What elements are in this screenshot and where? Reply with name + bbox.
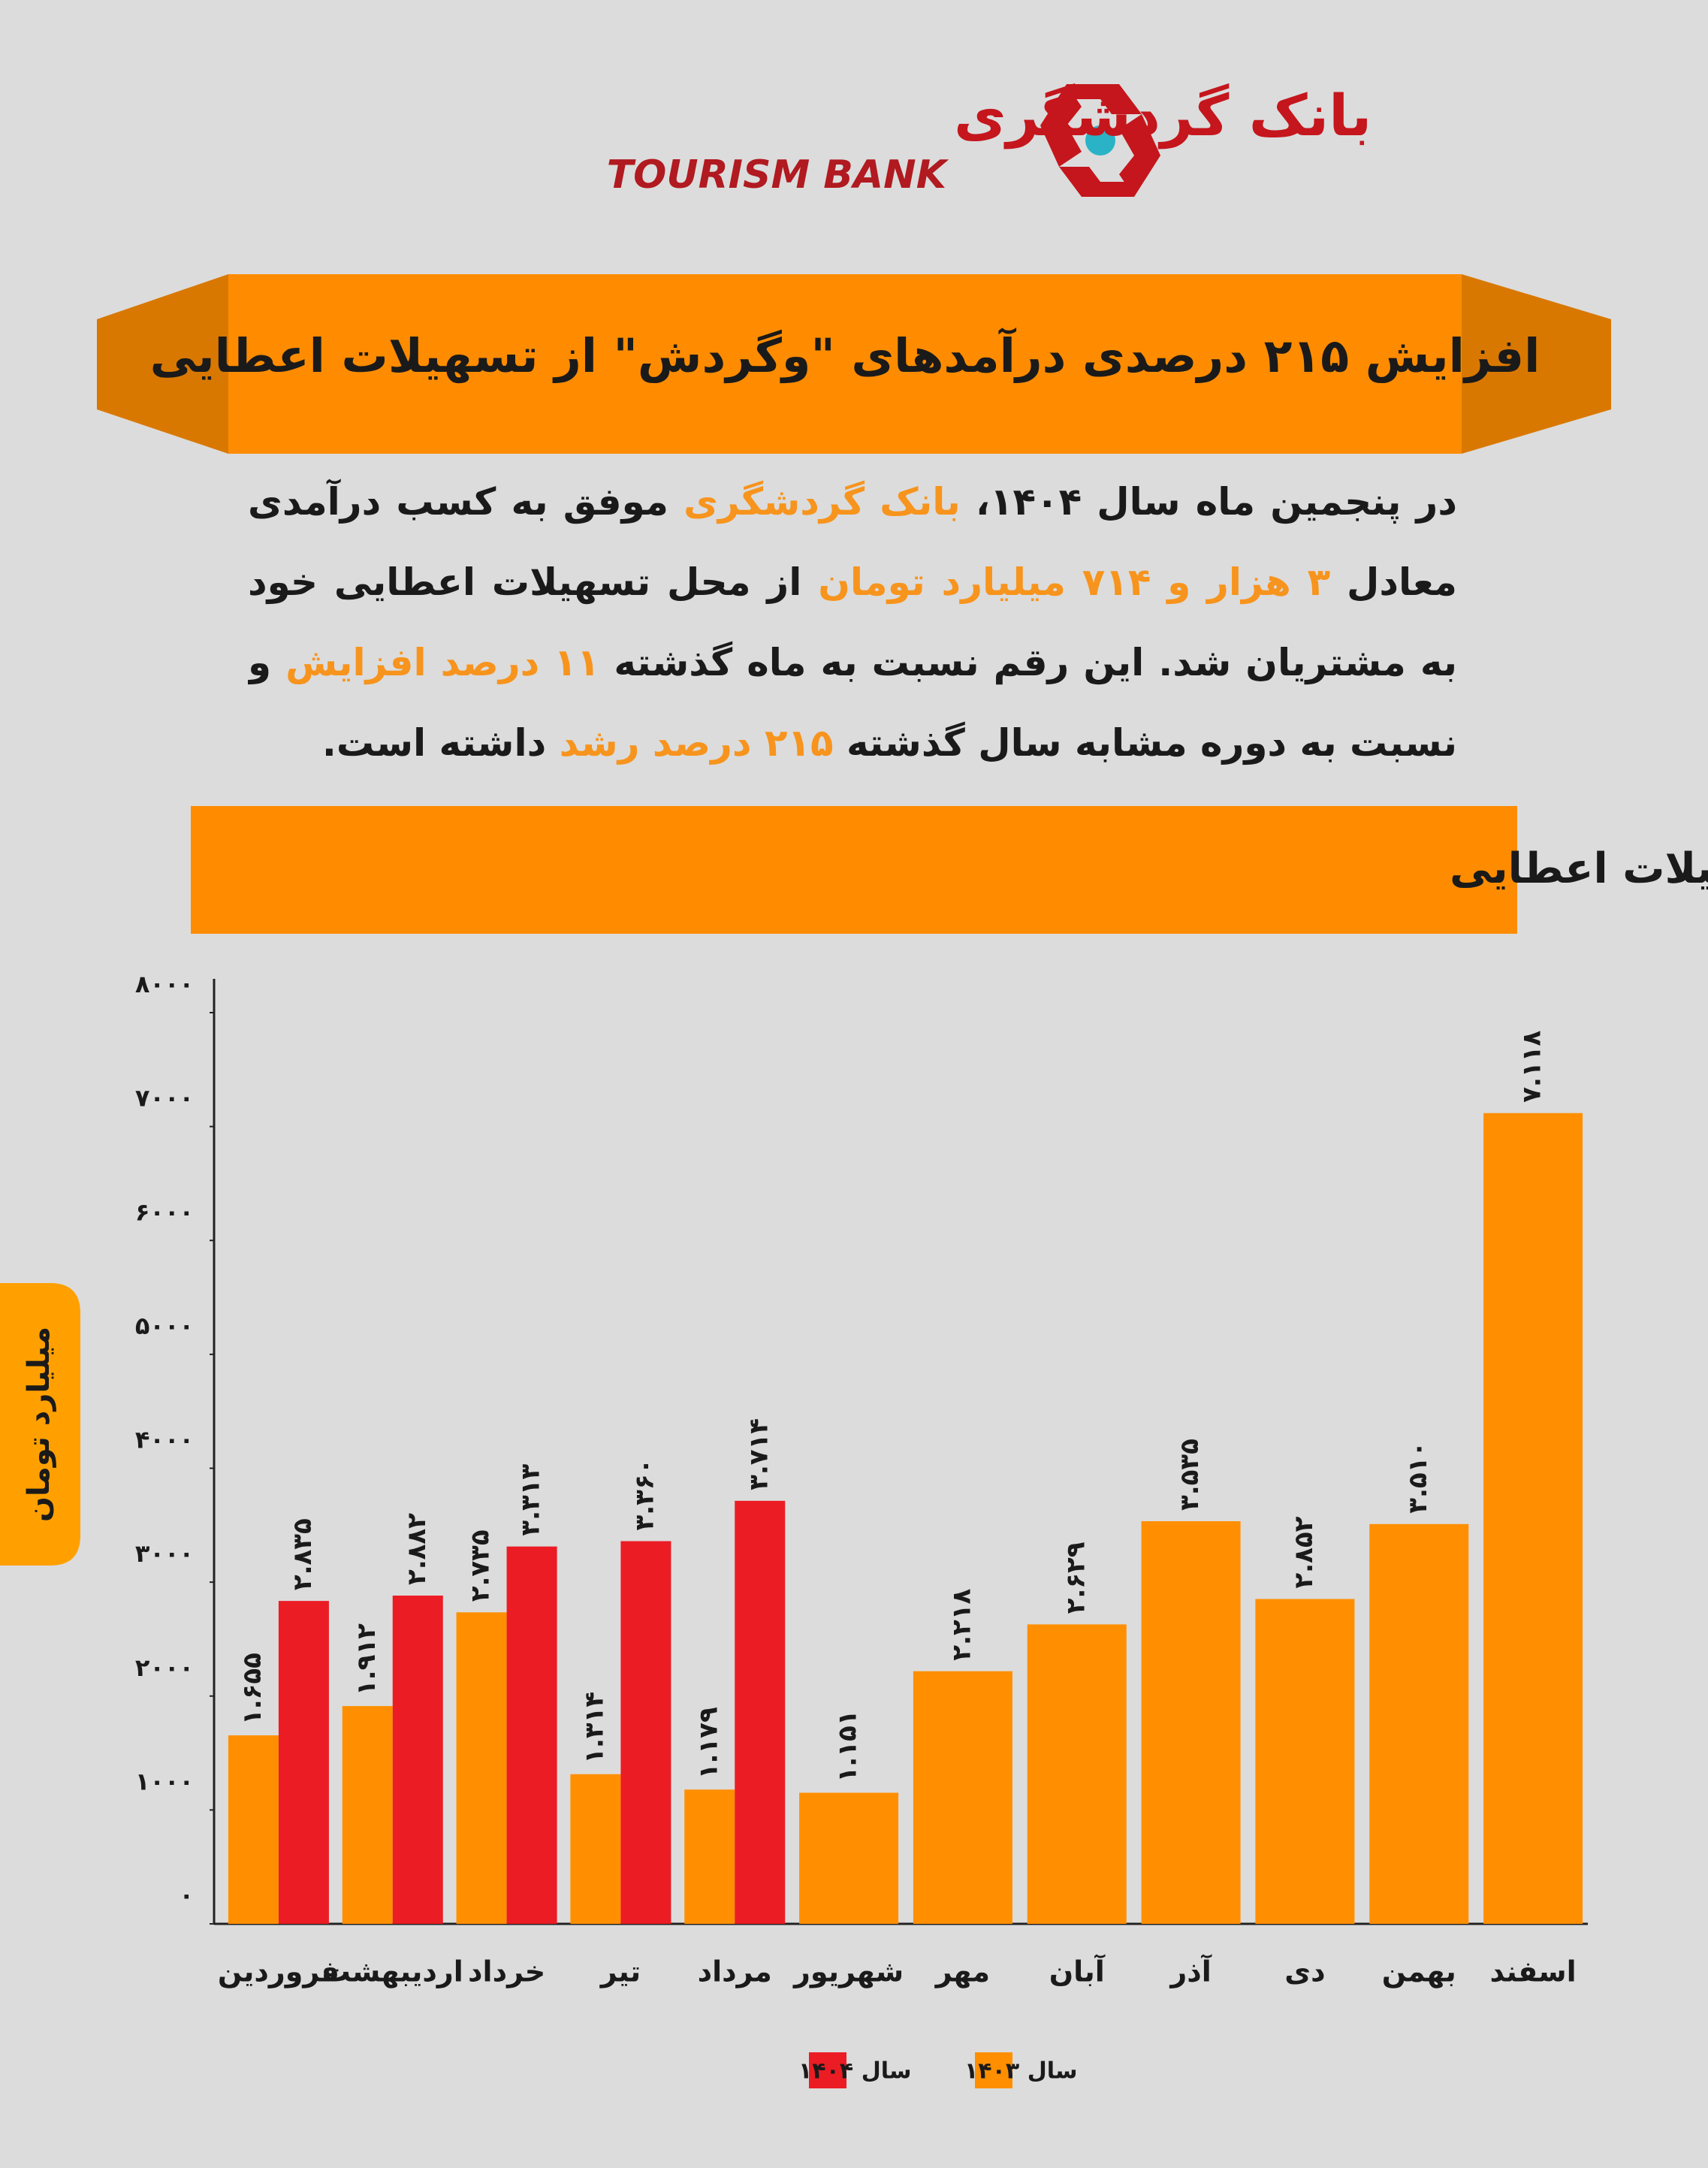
banner-wing bbox=[1462, 274, 1611, 454]
bar bbox=[278, 1601, 329, 1924]
x-tick-label: شهریور bbox=[792, 1955, 904, 1988]
y-tick-label: ۸۰۰۰ bbox=[135, 970, 194, 998]
chart-title-box bbox=[191, 806, 1517, 934]
bar bbox=[684, 1789, 735, 1924]
bar bbox=[735, 1500, 786, 1924]
value-label: ۲.۶۲۹ bbox=[1061, 1541, 1091, 1614]
legend-label: سال ۱۴۰۴ bbox=[798, 2058, 912, 2085]
x-tick-label: اسفند bbox=[1489, 1955, 1576, 1988]
bar bbox=[1141, 1521, 1241, 1924]
bar bbox=[342, 1706, 393, 1924]
legend-label: سال ۱۴۰۳ bbox=[964, 2058, 1078, 2085]
value-label: ۲.۸۸۲ bbox=[402, 1513, 432, 1585]
y-tick-label: ۴۰۰۰ bbox=[135, 1426, 194, 1454]
value-label: ۱.۱۷۹ bbox=[693, 1707, 723, 1779]
y-tick-label: ۱۰۰۰ bbox=[135, 1767, 194, 1795]
bar bbox=[1027, 1624, 1127, 1924]
value-label: ۲.۸۵۲ bbox=[1289, 1516, 1319, 1588]
paragraph-box: در پنجمین ماه سال ۱۴۰۴، بانک گردشگری موف… bbox=[248, 462, 1457, 784]
bar bbox=[799, 1792, 899, 1924]
bar bbox=[620, 1541, 671, 1924]
y-tick-label: ۶۰۰۰ bbox=[135, 1197, 194, 1226]
bar bbox=[228, 1735, 279, 1924]
legend-swatch bbox=[809, 2052, 846, 2088]
value-label: ۱.۶۵۵ bbox=[237, 1653, 267, 1725]
y-tick-label: ۲۰۰۰ bbox=[135, 1653, 194, 1682]
bar bbox=[392, 1596, 443, 1924]
value-label: ۷.۱۱۸ bbox=[1517, 1031, 1547, 1103]
text: در پنجمین ماه سال ۱۴۰۴، bbox=[960, 480, 1457, 524]
banner bbox=[228, 274, 1462, 454]
bar bbox=[1483, 1113, 1583, 1924]
x-tick-label: آبان bbox=[1049, 1954, 1106, 1988]
highlight-text: ۲۱۵ درصد رشد bbox=[559, 721, 834, 765]
value-label: ۲.۲۱۸ bbox=[946, 1589, 976, 1661]
value-label: ۳.۳۶۰ bbox=[629, 1459, 659, 1531]
x-tick-label: فروردین bbox=[218, 1955, 339, 1989]
x-tick-label: مرداد bbox=[698, 1955, 772, 1988]
value-label: ۳.۵۱۰ bbox=[1403, 1442, 1433, 1514]
logo-icon bbox=[1040, 84, 1160, 197]
x-tick-label: مهر bbox=[934, 1955, 990, 1988]
x-tick-label: تیر bbox=[599, 1955, 641, 1988]
value-label: ۳.۳۱۳ bbox=[516, 1463, 546, 1535]
value-label: ۱.۱۵۱ bbox=[833, 1711, 863, 1783]
bar bbox=[913, 1671, 1012, 1924]
text: از محل تسهیلات اعطایی خود به مشتریان شد.… bbox=[248, 560, 1457, 684]
chart-title: میزان درآمد ماهانه "وگردش" از محل تسهیلا… bbox=[1450, 842, 1708, 893]
y-tick-label: ۰ bbox=[179, 1881, 194, 1910]
y-tick-label: ۷۰۰۰ bbox=[135, 1084, 194, 1113]
value-label: ۱.۹۱۲ bbox=[352, 1623, 382, 1695]
x-tick-label: بهمن bbox=[1382, 1955, 1456, 1988]
value-label: ۲.۷۳۵ bbox=[466, 1529, 496, 1602]
x-tick-label: دی bbox=[1284, 1955, 1325, 1988]
highlight-text: ۳ هزار و ۷۱۴ میلیارد تومان bbox=[818, 560, 1331, 604]
x-tick-label: آذر bbox=[1169, 1954, 1212, 1988]
text: موفق به کسب درآمدی معادل bbox=[248, 480, 1457, 604]
bar bbox=[1369, 1523, 1469, 1924]
text: داشته است. bbox=[321, 721, 560, 765]
page-title: افزایش ۲۱۵ درصدی درآمدهای "وگردش" از تسه… bbox=[150, 327, 1541, 383]
legend-swatch bbox=[975, 2052, 1012, 2088]
highlight-text: بانک گردشگری bbox=[684, 480, 961, 524]
x-tick-label: اردیبهشت bbox=[322, 1955, 463, 1988]
y-axis-label: میلیارد تومان bbox=[22, 1327, 56, 1522]
value-label: ۱.۳۱۴ bbox=[579, 1692, 609, 1764]
value-label: ۲.۸۳۵ bbox=[288, 1518, 318, 1590]
bar bbox=[1255, 1599, 1355, 1924]
highlight-text: ۱۱ درصد افزایش bbox=[285, 641, 600, 684]
text: و نسبت به دوره مشابه سال گذشته bbox=[248, 641, 1457, 765]
bar bbox=[506, 1546, 557, 1924]
bar bbox=[456, 1612, 507, 1924]
paragraph: در پنجمین ماه سال ۱۴۰۴، بانک گردشگری موف… bbox=[248, 462, 1457, 784]
y-tick-label: ۵۰۰۰ bbox=[135, 1312, 194, 1340]
brand-fa: بانک گردشگری bbox=[954, 82, 1372, 149]
banner-wing bbox=[97, 274, 228, 454]
value-label: ۳.۵۳۵ bbox=[1175, 1439, 1205, 1511]
bar bbox=[570, 1774, 621, 1924]
x-tick-label: خرداد bbox=[468, 1955, 545, 1988]
brand-en: TOURISM BANK bbox=[607, 152, 949, 198]
y-tick-label: ۳۰۰۰ bbox=[135, 1539, 194, 1568]
y-axis-label-tab bbox=[0, 1283, 80, 1566]
value-label: ۳.۷۱۴ bbox=[744, 1418, 774, 1490]
